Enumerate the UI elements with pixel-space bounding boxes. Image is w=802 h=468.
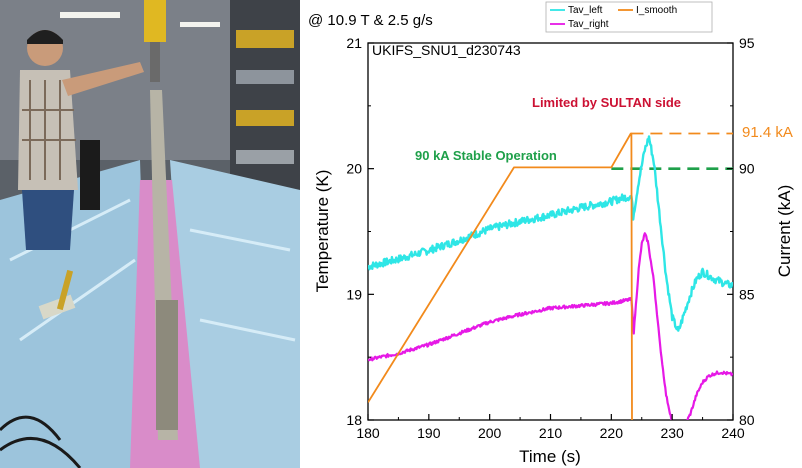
- y-right-tick-label: 90: [739, 161, 755, 177]
- plastic-wrap-right: [170, 160, 300, 468]
- chart: @ 10.9 T & 2.5 g/s UKIFS_SNU1_d230743 Ta…: [308, 1, 794, 466]
- x-tick-label: 210: [539, 425, 563, 441]
- chart-title: UKIFS_SNU1_d230743: [372, 42, 521, 58]
- x-tick-label: 180: [356, 425, 380, 441]
- shelf-box: [236, 110, 294, 126]
- legend-box: [545, 1, 713, 33]
- x-tick-label: 240: [721, 425, 745, 441]
- ceiling-light: [60, 12, 120, 18]
- sample-clamp: [156, 300, 178, 430]
- y-left-tick-label: 21: [346, 35, 362, 51]
- shelf-box: [236, 150, 294, 164]
- handheld-controller: [80, 140, 100, 210]
- legend-label-i-smooth: I_smooth: [636, 5, 677, 16]
- hammer-handle: [56, 269, 74, 311]
- y-left-tick-label: 19: [346, 286, 362, 302]
- y-left-tick-label: 20: [346, 161, 362, 177]
- x-tick-label: 190: [417, 425, 441, 441]
- y-axis-label-left: Temperature (K): [313, 170, 332, 293]
- crane-hook: [144, 0, 166, 42]
- x-tick-label: 200: [478, 425, 502, 441]
- shelf-box: [236, 70, 294, 84]
- y-right-tick-label: 85: [739, 286, 755, 302]
- shelf-box: [236, 30, 294, 48]
- y-right-tick-label: 95: [739, 35, 755, 51]
- y-axis-label-right: Current (kA): [775, 185, 794, 278]
- cables: [0, 415, 82, 468]
- series-line-tav-left: [368, 135, 733, 332]
- y-right-tick-label: 80: [739, 412, 755, 428]
- person-jeans: [22, 190, 74, 250]
- person-arm: [62, 62, 144, 96]
- legend-label-tav-right: Tav_right: [568, 19, 609, 30]
- x-tick-label: 220: [600, 425, 624, 441]
- series-line-tav-right: [368, 232, 733, 420]
- lab-photo: [0, 0, 300, 468]
- condition-label: @ 10.9 T & 2.5 g/s: [308, 12, 433, 29]
- legend-label-tav-left: Tav_left: [568, 5, 603, 16]
- crane-chain: [150, 42, 160, 82]
- y-left-tick-label: 18: [346, 412, 362, 428]
- person-hair: [27, 30, 63, 44]
- annotation-peak: 91.4 kA: [742, 124, 793, 141]
- person-shirt: [18, 70, 78, 190]
- series-line-i-smooth: [368, 132, 633, 420]
- x-tick-label: 230: [660, 425, 684, 441]
- ceiling-light: [180, 22, 220, 27]
- plastic-wrap-left: [0, 160, 150, 468]
- annotation-limited: Limited by SULTAN side: [532, 95, 681, 110]
- legend: Tav_left Tav_right I_smooth: [545, 1, 713, 33]
- x-axis-label: Time (s): [519, 447, 581, 466]
- shirt-pattern: [22, 80, 76, 180]
- hammer-head: [38, 294, 76, 320]
- annotation-stable: 90 kA Stable Operation: [415, 148, 557, 163]
